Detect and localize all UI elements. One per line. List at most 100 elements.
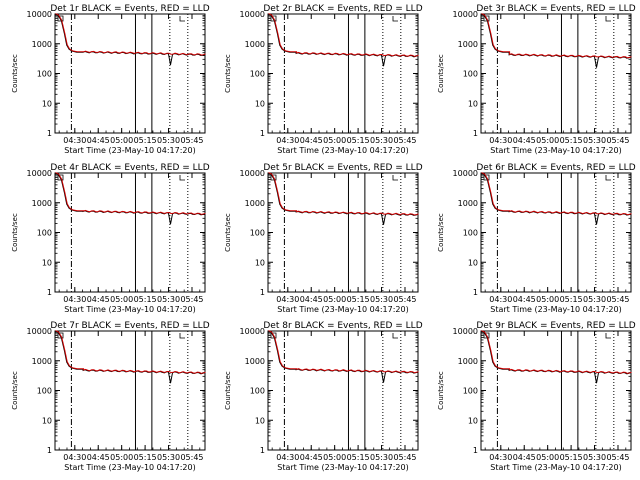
y-axis-label: Counts/sec	[11, 213, 19, 252]
y-tick-label: 1000	[458, 199, 478, 208]
y-tick-label: 10000	[240, 169, 265, 178]
y-tick-label: 1	[473, 446, 478, 455]
x-tick-label: 04:30	[63, 295, 86, 304]
x-tick-label: 05:00	[536, 295, 559, 304]
series-lld-line	[268, 172, 419, 216]
y-tick-label: 10000	[27, 327, 52, 336]
y-tick-label: 1000	[458, 40, 478, 49]
x-tick-label: 05:15	[560, 295, 583, 304]
x-tick-label: 04:45	[87, 453, 110, 462]
x-tick-label: 05:30	[157, 295, 180, 304]
chart-title: Det 7r BLACK = Events, RED = LLD	[50, 321, 209, 331]
x-tick-label: 05:15	[134, 295, 157, 304]
y-tick-label: 1	[47, 446, 52, 455]
corner-bracket-right	[605, 333, 611, 339]
x-tick-label: 05:30	[157, 453, 180, 462]
y-tick-label: 10	[468, 416, 478, 425]
chart-panel-5: Det 5r BLACK = Events, RED = LLD 1 10 100 10…	[224, 163, 423, 314]
x-tick-label: 05:15	[134, 453, 157, 462]
series-lld-line	[55, 172, 206, 215]
x-tick-label: 04:45	[87, 295, 110, 304]
y-tick-label: 1	[47, 129, 52, 138]
y-tick-label: 10	[42, 416, 52, 425]
x-tick-label: 05:15	[347, 295, 370, 304]
y-tick-label: 1	[473, 288, 478, 297]
y-tick-label: 1	[473, 129, 478, 138]
y-tick-label: 1000	[32, 40, 52, 49]
y-tick-label: 10000	[27, 169, 52, 178]
chart-title: Det 8r BLACK = Events, RED = LLD	[263, 321, 422, 331]
x-axis-label: Start Time (23-May-10 04:17:20)	[277, 463, 408, 472]
x-tick-label: 05:45	[393, 295, 416, 304]
y-tick-label: 1	[260, 446, 265, 455]
chart-panel-9: Det 9r BLACK = Events, RED = LLD 1 10 100 10…	[437, 321, 636, 472]
x-tick-label: 05:30	[370, 295, 393, 304]
x-axis-label: Start Time (23-May-10 04:17:20)	[490, 305, 621, 314]
x-tick-label: 04:30	[489, 453, 512, 462]
x-tick-label: 04:45	[300, 295, 323, 304]
corner-bracket-right	[605, 175, 611, 181]
plot-frame	[267, 330, 419, 451]
series-events-line	[267, 330, 419, 383]
x-tick-label: 05:00	[323, 295, 346, 304]
plot-frame	[480, 13, 632, 134]
y-tick-label: 10000	[453, 327, 478, 336]
corner-bracket-left	[270, 332, 277, 339]
plot-frame	[480, 172, 632, 293]
series-events-line	[480, 330, 632, 384]
corner-bracket-left	[57, 332, 64, 339]
corner-bracket-right	[179, 175, 185, 181]
y-tick-label: 100	[463, 70, 478, 79]
y-tick-label: 100	[250, 387, 265, 396]
y-tick-label: 10	[42, 99, 52, 108]
series-lld-line	[55, 13, 206, 56]
y-tick-label: 1000	[245, 357, 265, 366]
x-tick-label: 04:30	[63, 136, 86, 145]
x-axis-label: Start Time (23-May-10 04:17:20)	[490, 463, 621, 472]
x-axis-label: Start Time (23-May-10 04:17:20)	[277, 146, 408, 155]
y-tick-label: 100	[37, 387, 52, 396]
chart-panel-1: Det 1r BLACK = Events, RED = LLD 1 10 100 10…	[11, 4, 210, 155]
y-tick-label: 10000	[240, 10, 265, 19]
corner-bracket-left	[483, 15, 490, 22]
y-tick-label: 10	[468, 258, 478, 267]
y-axis-label: Counts/sec	[437, 213, 445, 252]
plot-frame	[480, 330, 632, 451]
chart-panel-7: Det 7r BLACK = Events, RED = LLD 1 10 100 10…	[11, 321, 210, 472]
x-tick-label: 05:00	[536, 136, 559, 145]
y-tick-label: 10000	[240, 327, 265, 336]
y-tick-label: 10	[255, 416, 265, 425]
x-tick-label: 05:00	[110, 136, 133, 145]
y-tick-label: 1	[47, 288, 52, 297]
corner-bracket-right	[605, 16, 611, 22]
plot-frame	[54, 13, 206, 134]
x-tick-label: 05:45	[606, 136, 629, 145]
series-events-line	[480, 172, 632, 225]
y-tick-label: 10	[468, 99, 478, 108]
series-lld-line	[481, 330, 632, 374]
x-tick-label: 05:45	[393, 136, 416, 145]
corner-bracket-right	[179, 16, 185, 22]
chart-title: Det 2r BLACK = Events, RED = LLD	[263, 4, 422, 14]
x-tick-label: 05:15	[560, 453, 583, 462]
corner-bracket-left	[57, 174, 64, 181]
series-lld-line	[481, 13, 632, 59]
x-tick-label: 04:30	[276, 295, 299, 304]
x-tick-label: 05:45	[606, 453, 629, 462]
x-tick-label: 04:45	[300, 136, 323, 145]
series-events-line	[267, 13, 419, 67]
series-events-line	[480, 13, 632, 68]
plot-frame	[267, 13, 419, 134]
corner-bracket-left	[483, 174, 490, 181]
corner-bracket-right	[179, 333, 185, 339]
chart-panel-2: Det 2r BLACK = Events, RED = LLD 1 10 100 10…	[224, 4, 423, 155]
y-tick-label: 10	[255, 99, 265, 108]
series-events-line	[54, 13, 206, 65]
y-axis-label: Counts/sec	[224, 54, 232, 93]
chart-panel-8: Det 8r BLACK = Events, RED = LLD 1 10 100 10…	[224, 321, 423, 472]
x-tick-label: 04:45	[300, 453, 323, 462]
x-tick-label: 04:45	[513, 453, 536, 462]
y-axis-label: Counts/sec	[11, 54, 19, 93]
y-tick-label: 1000	[458, 357, 478, 366]
corner-bracket-right	[392, 16, 398, 22]
